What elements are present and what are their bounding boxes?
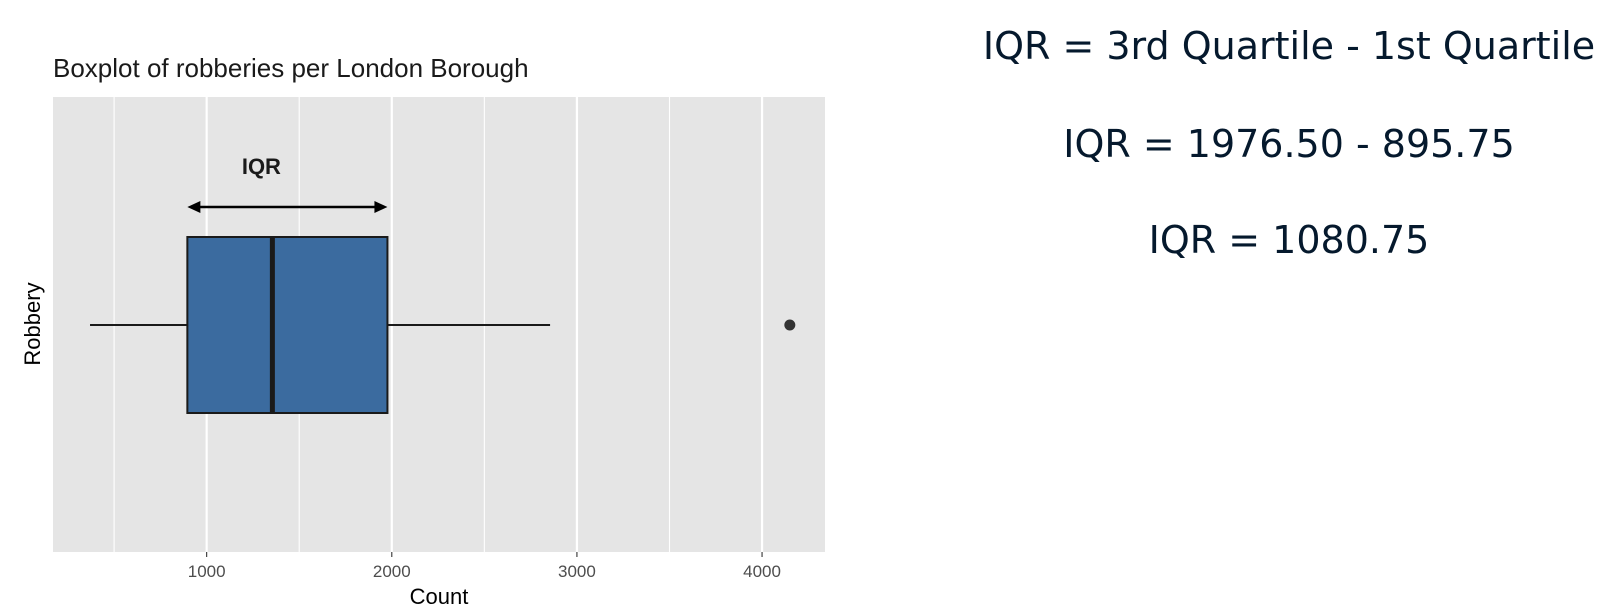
- box-layer: [90, 236, 796, 414]
- chart-title: Boxplot of robberies per London Borough: [53, 53, 529, 83]
- iqr-substitution: IQR = 1976.50 - 895.75: [1063, 122, 1515, 166]
- outlier-point: [784, 319, 796, 331]
- x-axis-title: Count: [410, 584, 469, 609]
- y-axis-title: Robbery: [20, 282, 45, 365]
- iqr-arrow-head-right: [374, 201, 388, 213]
- iqr-annotation: IQR: [187, 154, 388, 213]
- iqr-definition: IQR = 3rd Quartile - 1st Quartile: [982, 24, 1596, 68]
- iqr-result: IQR = 1080.75: [1148, 218, 1430, 262]
- x-axis-ticks: 1000 2000 3000 4000: [188, 552, 781, 581]
- iqr-box: [186, 236, 389, 414]
- iqr-annotation-label: IQR: [242, 154, 281, 179]
- x-tick-label: 3000: [558, 562, 596, 581]
- x-tick-label: 2000: [373, 562, 411, 581]
- x-tick-label: 4000: [743, 562, 781, 581]
- iqr-arrow-head-left: [187, 201, 201, 213]
- x-tick-label: 1000: [188, 562, 226, 581]
